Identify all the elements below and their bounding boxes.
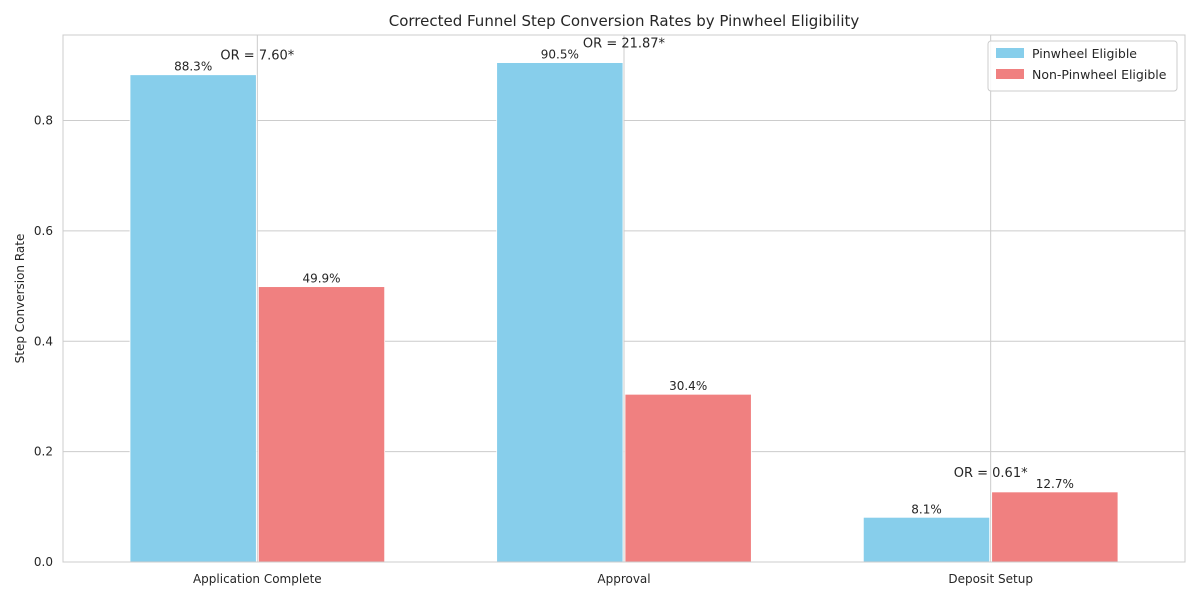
bar-eligible [862, 516, 991, 563]
bar-value-label: 30.4% [669, 379, 707, 393]
bar-value-label: 8.1% [911, 502, 942, 516]
y-axis-label: Step Conversion Rate [13, 234, 27, 364]
odds-ratio-annotation: OR = 21.87* [583, 37, 666, 52]
y-tick-label: 0.2 [34, 445, 53, 459]
x-tick-label: Approval [597, 572, 650, 586]
bar-eligible [496, 62, 624, 563]
y-tick-label: 0.8 [34, 114, 53, 128]
bar-value-label: 12.7% [1036, 477, 1074, 491]
plot-frame [62, 34, 1186, 563]
bar-non-eligible [257, 286, 386, 563]
legend-label: Non-Pinwheel Eligible [1032, 67, 1167, 82]
odds-ratio-annotation: OR = 7.60* [220, 49, 294, 64]
bar-value-label: 49.9% [302, 272, 340, 286]
y-tick-label: 0.6 [34, 224, 53, 238]
bar-layer [129, 62, 1119, 563]
y-tick-label: 0.4 [34, 334, 53, 348]
legend-label: Pinwheel Eligible [1032, 46, 1137, 61]
odds-ratio-annotation: OR = 0.61* [954, 466, 1028, 481]
x-tick-label: Deposit Setup [948, 572, 1033, 586]
y-tick-label: 0.0 [34, 555, 53, 569]
axis-layer: 0.0 0.2 0.4 0.6 0.8 Application Complete Appro… [34, 114, 1033, 586]
legend-swatch [996, 69, 1024, 79]
bar-eligible [129, 74, 257, 563]
legend-swatch [996, 48, 1024, 58]
bar-value-label: 90.5% [541, 48, 579, 62]
bar-value-label: 88.3% [174, 60, 212, 74]
x-tick-label: Application Complete [193, 572, 322, 586]
chart-title: Corrected Funnel Step Conversion Rates b… [389, 12, 860, 30]
legend: Pinwheel Eligible Non-Pinwheel Eligible [987, 40, 1178, 92]
data-label-layer: 88.3% 90.5% 8.1% 49.9% 30.4% 12.7% OR = 7.60* O… [174, 37, 1074, 517]
bar-non-eligible [624, 393, 752, 563]
legend-box [987, 40, 1178, 92]
bar-non-eligible [991, 491, 1119, 563]
